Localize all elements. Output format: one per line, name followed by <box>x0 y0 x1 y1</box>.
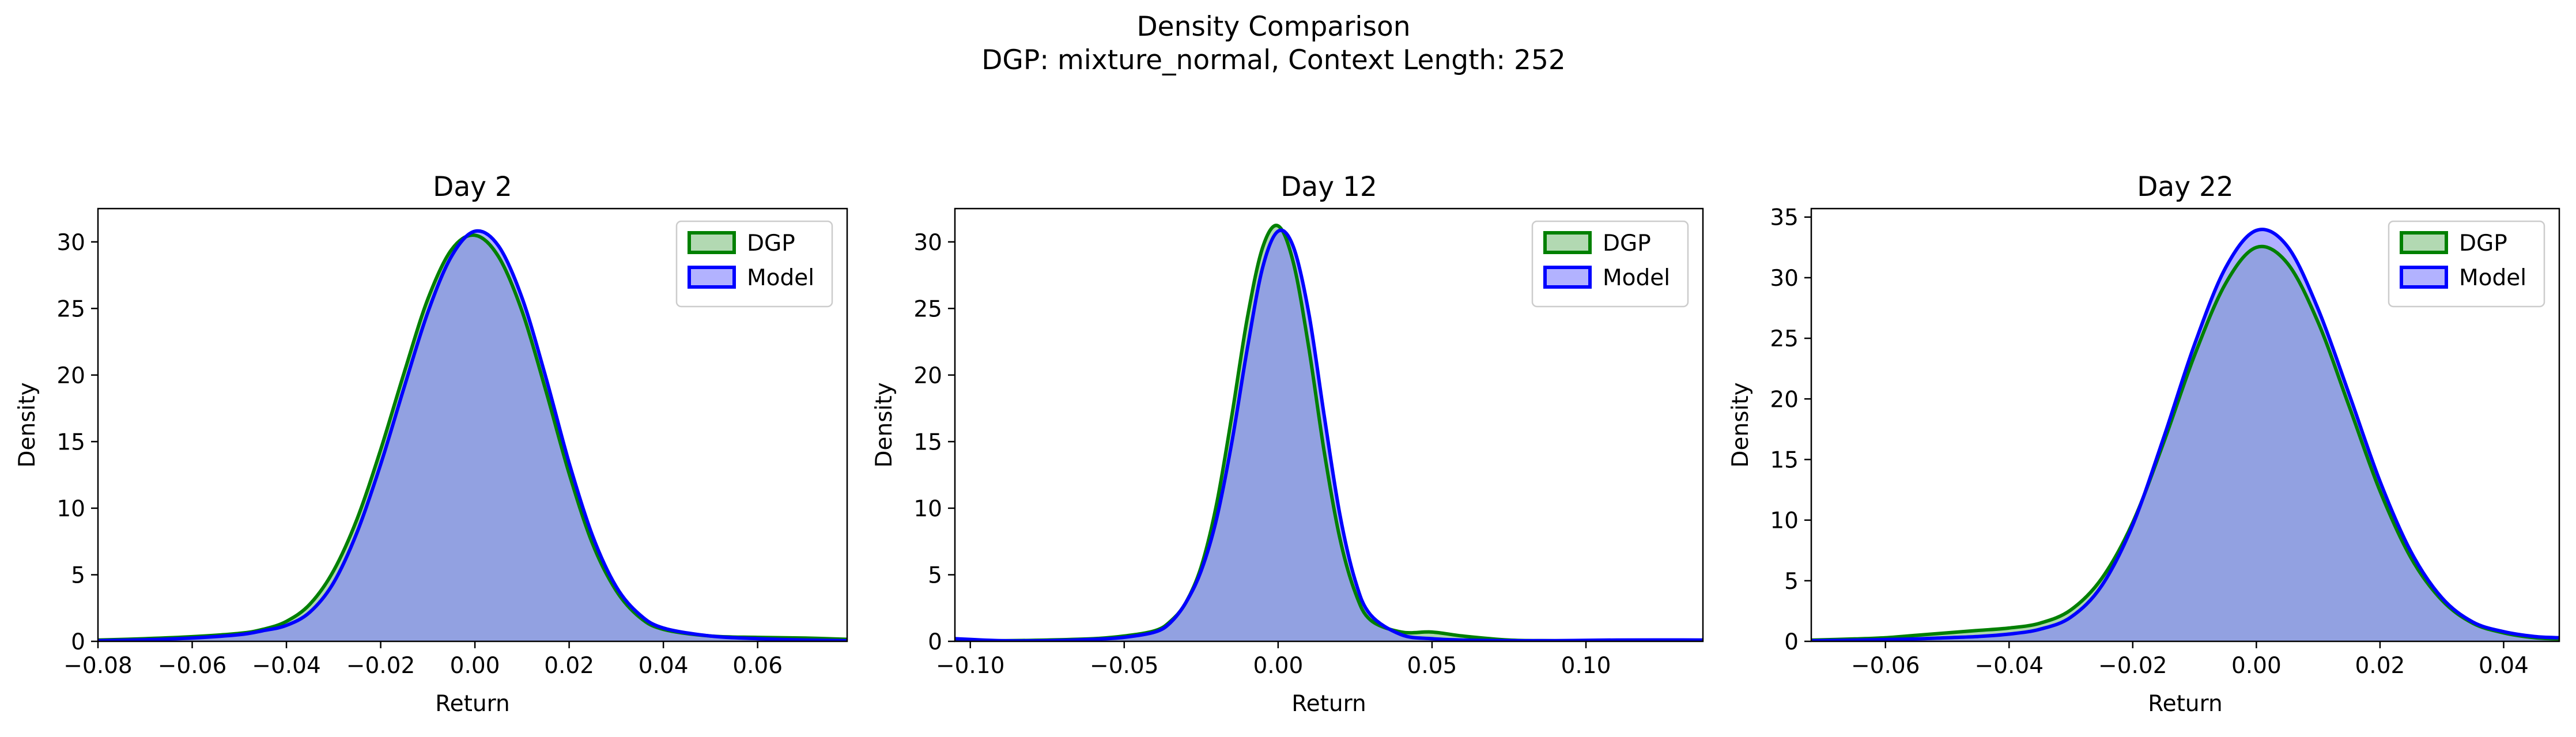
y-tick-label: 30 <box>913 230 942 256</box>
legend-swatch-model <box>1543 266 1592 289</box>
x-axis-label: Return <box>435 691 509 717</box>
x-tick-label: −0.04 <box>1975 653 2044 679</box>
x-tick-label: 0.04 <box>639 653 689 679</box>
y-tick-label: 10 <box>913 496 942 522</box>
x-tick-label: −0.04 <box>252 653 321 679</box>
x-tick-label: 0.00 <box>2231 653 2282 679</box>
x-tick-label: 0.02 <box>2355 653 2405 679</box>
panel-title: Day 12 <box>1281 171 1377 203</box>
legend-label-dgp: DGP <box>747 230 795 256</box>
panel-title: Day 22 <box>2137 171 2234 203</box>
legend-swatch-dgp <box>688 231 736 254</box>
x-tick-label: 0.05 <box>1407 653 1457 679</box>
x-axis-label: Return <box>2148 691 2222 717</box>
figure-title: Density Comparison <box>1136 11 1410 43</box>
y-tick-label: 15 <box>1770 447 1799 473</box>
x-tick-label: −0.02 <box>346 653 416 679</box>
model-density-line <box>98 229 847 641</box>
y-axis-label: Density <box>1728 382 1754 467</box>
legend-label-dgp: DGP <box>1603 230 1651 256</box>
legend-swatch-dgp <box>1543 231 1592 254</box>
model-density-line <box>1811 228 2559 641</box>
y-tick-label: 35 <box>1770 205 1799 231</box>
model-area <box>98 230 847 641</box>
plot-area <box>1811 228 2559 641</box>
model-area <box>1811 229 2559 641</box>
x-tick-label: 0.06 <box>732 653 783 679</box>
x-tick-label: 0.02 <box>544 653 594 679</box>
panel-2: −0.10 −0.05 0.00 0.05 0.10 0 5 10 15 20 25 30 Day 12… <box>871 171 1704 717</box>
legend: DGP Model <box>2388 220 2545 308</box>
y-tick-label: 0 <box>1784 629 1799 655</box>
x-tick-label: 0.00 <box>1253 653 1303 679</box>
model-density-line <box>955 228 1703 641</box>
x-tick-label: −0.06 <box>158 653 227 679</box>
x-tick-label: −0.02 <box>2098 653 2167 679</box>
figure-subtitle: DGP: mixture_normal, Context Length: 252 <box>981 44 1566 76</box>
x-tick-label: −0.05 <box>1090 653 1159 679</box>
legend-label-model: Model <box>2459 265 2526 291</box>
panel-3: −0.06 −0.04 −0.02 0.00 0.02 0.04 0 5 10 15 20 25 30 3… <box>1728 171 2560 717</box>
y-tick-label: 30 <box>1770 266 1799 292</box>
x-axis-label: Return <box>1291 691 1366 717</box>
x-tick-label: 0.00 <box>450 653 500 679</box>
y-tick-label: 25 <box>1770 326 1799 352</box>
y-tick-label: 10 <box>1770 508 1799 534</box>
dgp-density-line <box>1811 244 2559 641</box>
y-tick-label: 10 <box>56 496 85 522</box>
legend-swatch-model <box>2400 266 2448 289</box>
y-tick-label: 5 <box>928 562 942 588</box>
panel-1: −0.08 −0.06 −0.04 −0.02 0.00 0.02 0.04 0.06 0 5 10… <box>14 171 848 717</box>
y-tick-label: 30 <box>56 230 85 256</box>
legend: DGP Model <box>675 220 833 308</box>
x-tick-label: −0.10 <box>936 653 1005 679</box>
y-axis-label: Density <box>871 382 897 467</box>
x-tick-label: −0.08 <box>63 653 133 679</box>
y-tick-label: 20 <box>56 363 85 389</box>
axes-frame <box>1810 207 2560 642</box>
legend-label-model: Model <box>747 265 814 291</box>
legend-swatch-model <box>688 266 736 289</box>
model-area <box>955 230 1703 641</box>
axes-frame <box>954 207 1704 642</box>
legend-label-model: Model <box>1603 265 1670 291</box>
y-tick-label: 5 <box>1784 569 1799 595</box>
y-tick-label: 20 <box>1770 387 1799 413</box>
panel-title: Day 2 <box>433 171 512 203</box>
legend-label-dgp: DGP <box>2459 230 2507 256</box>
x-tick-label: 0.04 <box>2479 653 2529 679</box>
y-tick-label: 25 <box>913 296 942 322</box>
x-tick-label: 0.10 <box>1561 653 1611 679</box>
panels: −0.08 −0.06 −0.04 −0.02 0.00 0.02 0.04 0.06 0 5 10… <box>14 171 2560 717</box>
x-tick-label: −0.06 <box>1851 653 1920 679</box>
legend-swatch-dgp <box>2400 231 2448 254</box>
plot-area <box>955 224 1703 641</box>
y-tick-label: 0 <box>928 629 942 655</box>
y-tick-label: 0 <box>71 629 85 655</box>
axes-frame <box>97 207 848 642</box>
legend: DGP Model <box>1531 220 1689 308</box>
y-tick-label: 25 <box>56 296 85 322</box>
y-tick-label: 15 <box>56 429 85 455</box>
y-tick-label: 20 <box>913 363 942 389</box>
y-tick-label: 15 <box>913 429 942 455</box>
y-axis-label: Density <box>14 382 40 467</box>
plot-area <box>98 229 847 641</box>
y-tick-label: 5 <box>71 562 85 588</box>
